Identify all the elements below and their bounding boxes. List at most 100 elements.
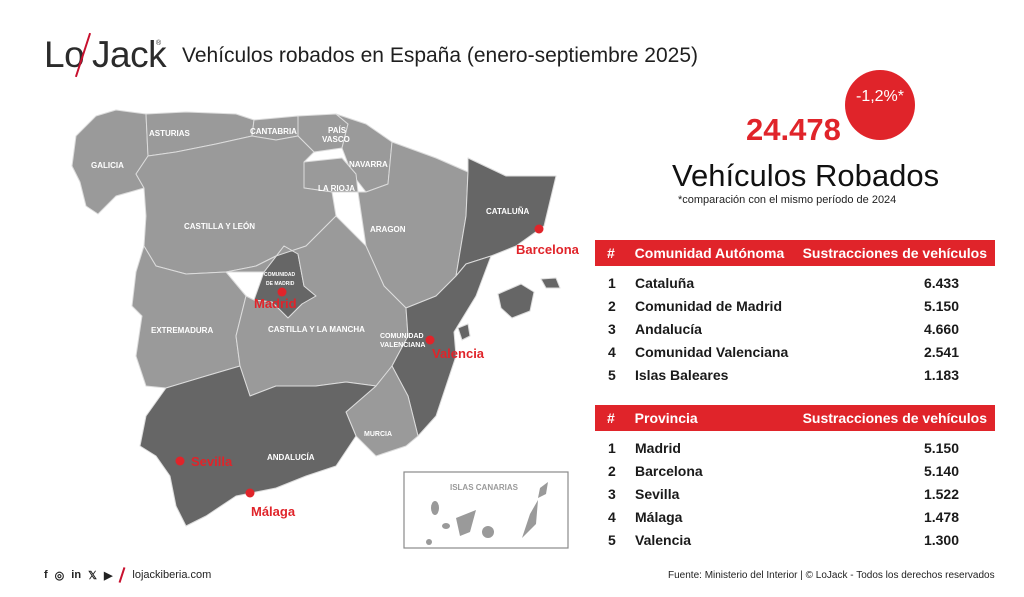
row-rank: 4 — [608, 343, 616, 360]
row-value: 2.541 — [923, 343, 959, 360]
table-row: 1 Madrid 5.150 — [595, 436, 995, 459]
header-thefts: Sustracciones de vehículos — [802, 410, 987, 426]
table-row: 2 Comunidad de Madrid 5.150 — [595, 294, 995, 317]
canary-islands-inset: ISLAS CANARIAS — [403, 471, 569, 549]
row-value: 1.478 — [923, 508, 959, 525]
label-valenciana-1: COMUNIDAD — [380, 333, 424, 340]
row-value: 6.433 — [923, 274, 959, 291]
region-baleares-menorca — [540, 277, 561, 289]
row-value: 5.150 — [923, 297, 959, 314]
table-row: 3 Sevilla 1.522 — [595, 482, 995, 505]
city-markers: Barcelona Madrid Valencia Sevilla Málaga — [175, 224, 580, 519]
facebook-icon[interactable]: f — [44, 569, 48, 581]
stats-headline: Vehículos Robados — [672, 158, 940, 193]
row-rank: 3 — [608, 320, 616, 337]
row-name: Sevilla — [635, 485, 680, 502]
instagram-icon[interactable]: ◎ — [54, 569, 65, 582]
change-badge: -1,2%* — [845, 70, 915, 140]
row-rank: 2 — [608, 462, 616, 479]
row-value: 5.140 — [923, 462, 959, 479]
total-stolen-count: 24.478 — [746, 112, 841, 147]
region-andalusia — [139, 365, 377, 527]
source-credit: Fuente: Ministerio del Interior | © LoJa… — [668, 570, 995, 581]
registered-mark: ® — [156, 40, 161, 47]
marker-madrid — [277, 287, 287, 297]
label-madrid-2: DE MADRID — [266, 281, 295, 287]
table-row: 4 Comunidad Valenciana 2.541 — [595, 340, 995, 363]
row-name: Málaga — [635, 508, 683, 525]
label-la-rioja: LA RIOJA — [318, 184, 355, 193]
label-navarra: NAVARRA — [349, 160, 388, 169]
label-murcia: MURCIA — [364, 431, 392, 438]
label-castilla-mancha: CASTILLA Y LA MANCHA — [268, 325, 365, 334]
row-rank: 2 — [608, 297, 616, 314]
website-link[interactable]: lojackiberia.com — [132, 569, 212, 581]
stats-footnote: *comparación con el mismo período de 202… — [678, 194, 897, 206]
linkedin-icon[interactable]: in — [71, 569, 82, 581]
header-thefts: Sustracciones de vehículos — [802, 245, 987, 261]
row-rank: 1 — [608, 439, 616, 456]
footer-social: f ◎ in 𝕏 ▶ lojackiberia.com — [44, 567, 211, 583]
row-name: Madrid — [635, 439, 681, 456]
row-rank: 5 — [608, 531, 616, 548]
row-value: 1.183 — [923, 366, 959, 383]
table-row: 5 Valencia 1.300 — [595, 528, 995, 551]
label-andalucia: ANDALUCÍA — [267, 453, 315, 462]
marker-barcelona — [534, 224, 544, 234]
header: Lo Jack ® Vehículos robados en España (e… — [44, 32, 698, 78]
row-value: 1.300 — [923, 531, 959, 548]
label-valenciana-2: VALENCIANA — [380, 342, 425, 349]
x-icon[interactable]: 𝕏 — [88, 569, 97, 582]
logo-text-right: Jack — [92, 34, 167, 75]
row-name: Cataluña — [635, 274, 695, 291]
change-badge-text: -1,2%* — [855, 88, 905, 105]
row-rank: 1 — [608, 274, 616, 291]
city-label-sevilla: Sevilla — [191, 454, 233, 469]
header-province: Provincia — [634, 410, 698, 426]
marker-malaga — [245, 488, 255, 498]
row-rank: 4 — [608, 508, 616, 525]
row-name: Comunidad de Madrid — [635, 297, 782, 314]
label-cantabria: CANTABRIA — [250, 127, 297, 136]
label-pais-vasco-1: PAÍS — [328, 126, 347, 135]
communities-table-header: # Comunidad Autónoma Sustracciones de ve… — [595, 240, 995, 266]
row-value: 4.660 — [923, 320, 959, 337]
marker-sevilla — [175, 456, 185, 466]
table-row: 3 Andalucía 4.660 — [595, 317, 995, 340]
table-row: 2 Barcelona 5.140 — [595, 459, 995, 482]
label-castilla-leon: CASTILLA Y LEÓN — [184, 222, 255, 231]
provinces-table-header: # Provincia Sustracciones de vehículos — [595, 405, 995, 431]
region-catalonia — [455, 157, 557, 277]
footer-slash — [118, 567, 126, 583]
label-canarias: ISLAS CANARIAS — [450, 483, 519, 492]
row-value: 1.522 — [923, 485, 959, 502]
label-asturias: ASTURIAS — [149, 129, 191, 138]
provinces-table: # Provincia Sustracciones de vehículos 1… — [595, 405, 995, 551]
region-baleares-mallorca — [497, 283, 535, 319]
row-value: 5.150 — [923, 439, 959, 456]
header-rank: # — [607, 245, 615, 261]
label-madrid-1: COMUNIDAD — [264, 272, 295, 278]
row-name: Valencia — [635, 531, 692, 548]
spain-map: ISLAS CANARIAS GALICIA ASTURIAS CANTABRI… — [71, 109, 580, 549]
table-row: 5 Islas Baleares 1.183 — [595, 363, 995, 386]
row-rank: 3 — [608, 485, 616, 502]
row-name: Comunidad Valenciana — [635, 343, 789, 360]
row-name: Islas Baleares — [635, 366, 729, 383]
region-valenciana — [391, 255, 492, 437]
marker-valencia — [425, 335, 435, 345]
table-row: 4 Málaga 1.478 — [595, 505, 995, 528]
header-rank: # — [607, 410, 615, 426]
city-label-valencia: Valencia — [432, 346, 485, 361]
youtube-icon[interactable]: ▶ — [103, 569, 113, 582]
row-name: Barcelona — [635, 462, 703, 479]
label-galicia: GALICIA — [91, 161, 124, 170]
lojack-logo: Lo Jack ® — [44, 32, 167, 78]
label-aragon: ARAGON — [370, 225, 406, 234]
row-rank: 5 — [608, 366, 616, 383]
row-name: Andalucía — [635, 320, 702, 337]
city-label-malaga: Málaga — [251, 504, 296, 519]
stats-panel: 24.478 -1,2%* Vehículos Robados *compara… — [640, 70, 990, 220]
label-cataluna: CATALUÑA — [486, 207, 529, 216]
communities-table: # Comunidad Autónoma Sustracciones de ve… — [595, 240, 995, 386]
